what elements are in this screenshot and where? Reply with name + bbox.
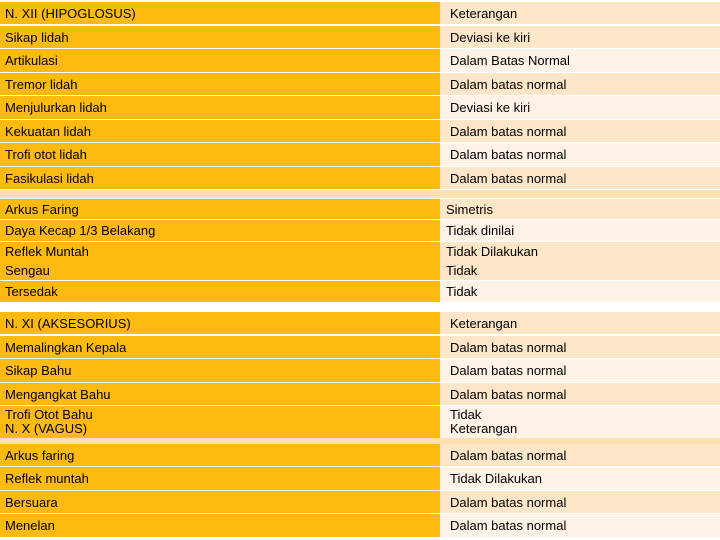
- row-value: Tidak: [440, 281, 720, 302]
- table-row: Daya Kecap 1/3 Belakang Tidak dinilai: [0, 220, 720, 241]
- table-row: Arkus faring Dalam batas normal: [0, 444, 720, 466]
- row-name: Kekuatan lidah: [0, 120, 440, 142]
- hipoglosus-header-row: N. XII (HIPOGLOSUS) Keterangan: [0, 2, 720, 24]
- hipoglosus-header-name: N. XII (HIPOGLOSUS): [0, 2, 440, 24]
- row-name: Fasikulasi lidah: [0, 167, 440, 189]
- row-name: Sikap Bahu: [0, 359, 440, 382]
- row-name: Reflek muntah: [0, 467, 440, 490]
- hipoglosus-header-value: Keterangan: [440, 2, 720, 24]
- row-value: Deviasi ke kiri: [440, 96, 720, 119]
- section-divider: [0, 438, 720, 444]
- row-name: Trofi otot lidah: [0, 143, 440, 166]
- row-value: Tidak Dilakukan: [440, 467, 720, 490]
- table-row: Mengangkat Bahu Dalam batas normal: [0, 383, 720, 405]
- row-name: Daya Kecap 1/3 Belakang: [0, 220, 440, 241]
- section-divider: [0, 303, 720, 311]
- aksesorius-header-name: N. XI (AKSESORIUS): [0, 312, 440, 334]
- row-value-stack: Tidak Dilakukan Tidak: [440, 242, 720, 280]
- table-row: Tersedak Tidak: [0, 281, 720, 302]
- row-name: Sikap lidah: [0, 26, 440, 48]
- table-row: Bersuara Dalam batas normal: [0, 491, 720, 513]
- row-name: Tremor lidah: [0, 73, 440, 95]
- table-row: Sikap Bahu Dalam batas normal: [0, 359, 720, 382]
- table-row: Reflek Muntah Sengau Tidak Dilakukan Tid…: [0, 242, 720, 280]
- row-name: Sengau: [5, 262, 50, 278]
- row-value: Tidak dinilai: [440, 220, 720, 241]
- table-row: Reflek muntah Tidak Dilakukan: [0, 467, 720, 490]
- vagus-header-name: N. X (VAGUS): [5, 421, 88, 436]
- row-value: Dalam batas normal: [440, 120, 720, 142]
- overlap-value-stack: Tidak Keterangan: [440, 406, 720, 438]
- table-row: Tremor lidah Dalam batas normal: [0, 73, 720, 95]
- row-value: Dalam batas normal: [440, 444, 720, 466]
- row-name: Mengangkat Bahu: [0, 383, 440, 405]
- row-value: Tidak: [450, 407, 482, 422]
- aksesorius-header-value: Keterangan: [440, 312, 720, 334]
- row-value: Dalam batas normal: [440, 383, 720, 405]
- table-row: Memalingkan Kepala Dalam batas normal: [0, 336, 720, 358]
- table-row: Arkus Faring Simetris: [0, 199, 720, 219]
- table-row: Menjulurkan lidah Deviasi ke kiri: [0, 96, 720, 119]
- row-name: Arkus Faring: [0, 199, 440, 219]
- table-row: Sikap lidah Deviasi ke kiri: [0, 26, 720, 48]
- row-name: Menjulurkan lidah: [0, 96, 440, 119]
- row-value: Deviasi ke kiri: [440, 26, 720, 48]
- aksesorius-header-row: N. XI (AKSESORIUS) Keterangan: [0, 312, 720, 334]
- row-value: Tidak Dilakukan: [446, 243, 539, 259]
- overlap-row: Trofi Otot Bahu N. X (VAGUS) Tidak Keter…: [0, 406, 720, 438]
- table-row: Kekuatan lidah Dalam batas normal: [0, 120, 720, 142]
- row-value: Dalam batas normal: [440, 143, 720, 166]
- overlap-name-stack: Trofi Otot Bahu N. X (VAGUS): [0, 406, 440, 438]
- row-value: Tidak: [446, 262, 478, 278]
- row-name-stack: Reflek Muntah Sengau: [0, 242, 440, 280]
- row-name: Bersuara: [0, 491, 440, 513]
- row-name: Trofi Otot Bahu: [5, 407, 93, 422]
- table-row: Fasikulasi lidah Dalam batas normal: [0, 167, 720, 189]
- table-row: Menelan Dalam batas normal: [0, 514, 720, 537]
- row-value: Dalam batas normal: [440, 359, 720, 382]
- row-name: Menelan: [0, 514, 440, 537]
- row-value: Dalam batas normal: [440, 336, 720, 358]
- row-name: Arkus faring: [0, 444, 440, 466]
- row-value: Dalam Batas Normal: [440, 49, 720, 72]
- row-value: Dalam batas normal: [440, 514, 720, 537]
- row-value: Dalam batas normal: [440, 73, 720, 95]
- table-row: Trofi otot lidah Dalam batas normal: [0, 143, 720, 166]
- row-value: Dalam batas normal: [440, 491, 720, 513]
- row-name: Tersedak: [0, 281, 440, 302]
- row-value: Simetris: [440, 199, 720, 219]
- section-divider: [0, 190, 720, 198]
- vagus-header-value: Keterangan: [450, 421, 518, 436]
- row-name: Reflek Muntah: [5, 243, 89, 259]
- row-name: Artikulasi: [0, 49, 440, 72]
- row-value: Dalam batas normal: [440, 167, 720, 189]
- table-row: Artikulasi Dalam Batas Normal: [0, 49, 720, 72]
- row-name: Memalingkan Kepala: [0, 336, 440, 358]
